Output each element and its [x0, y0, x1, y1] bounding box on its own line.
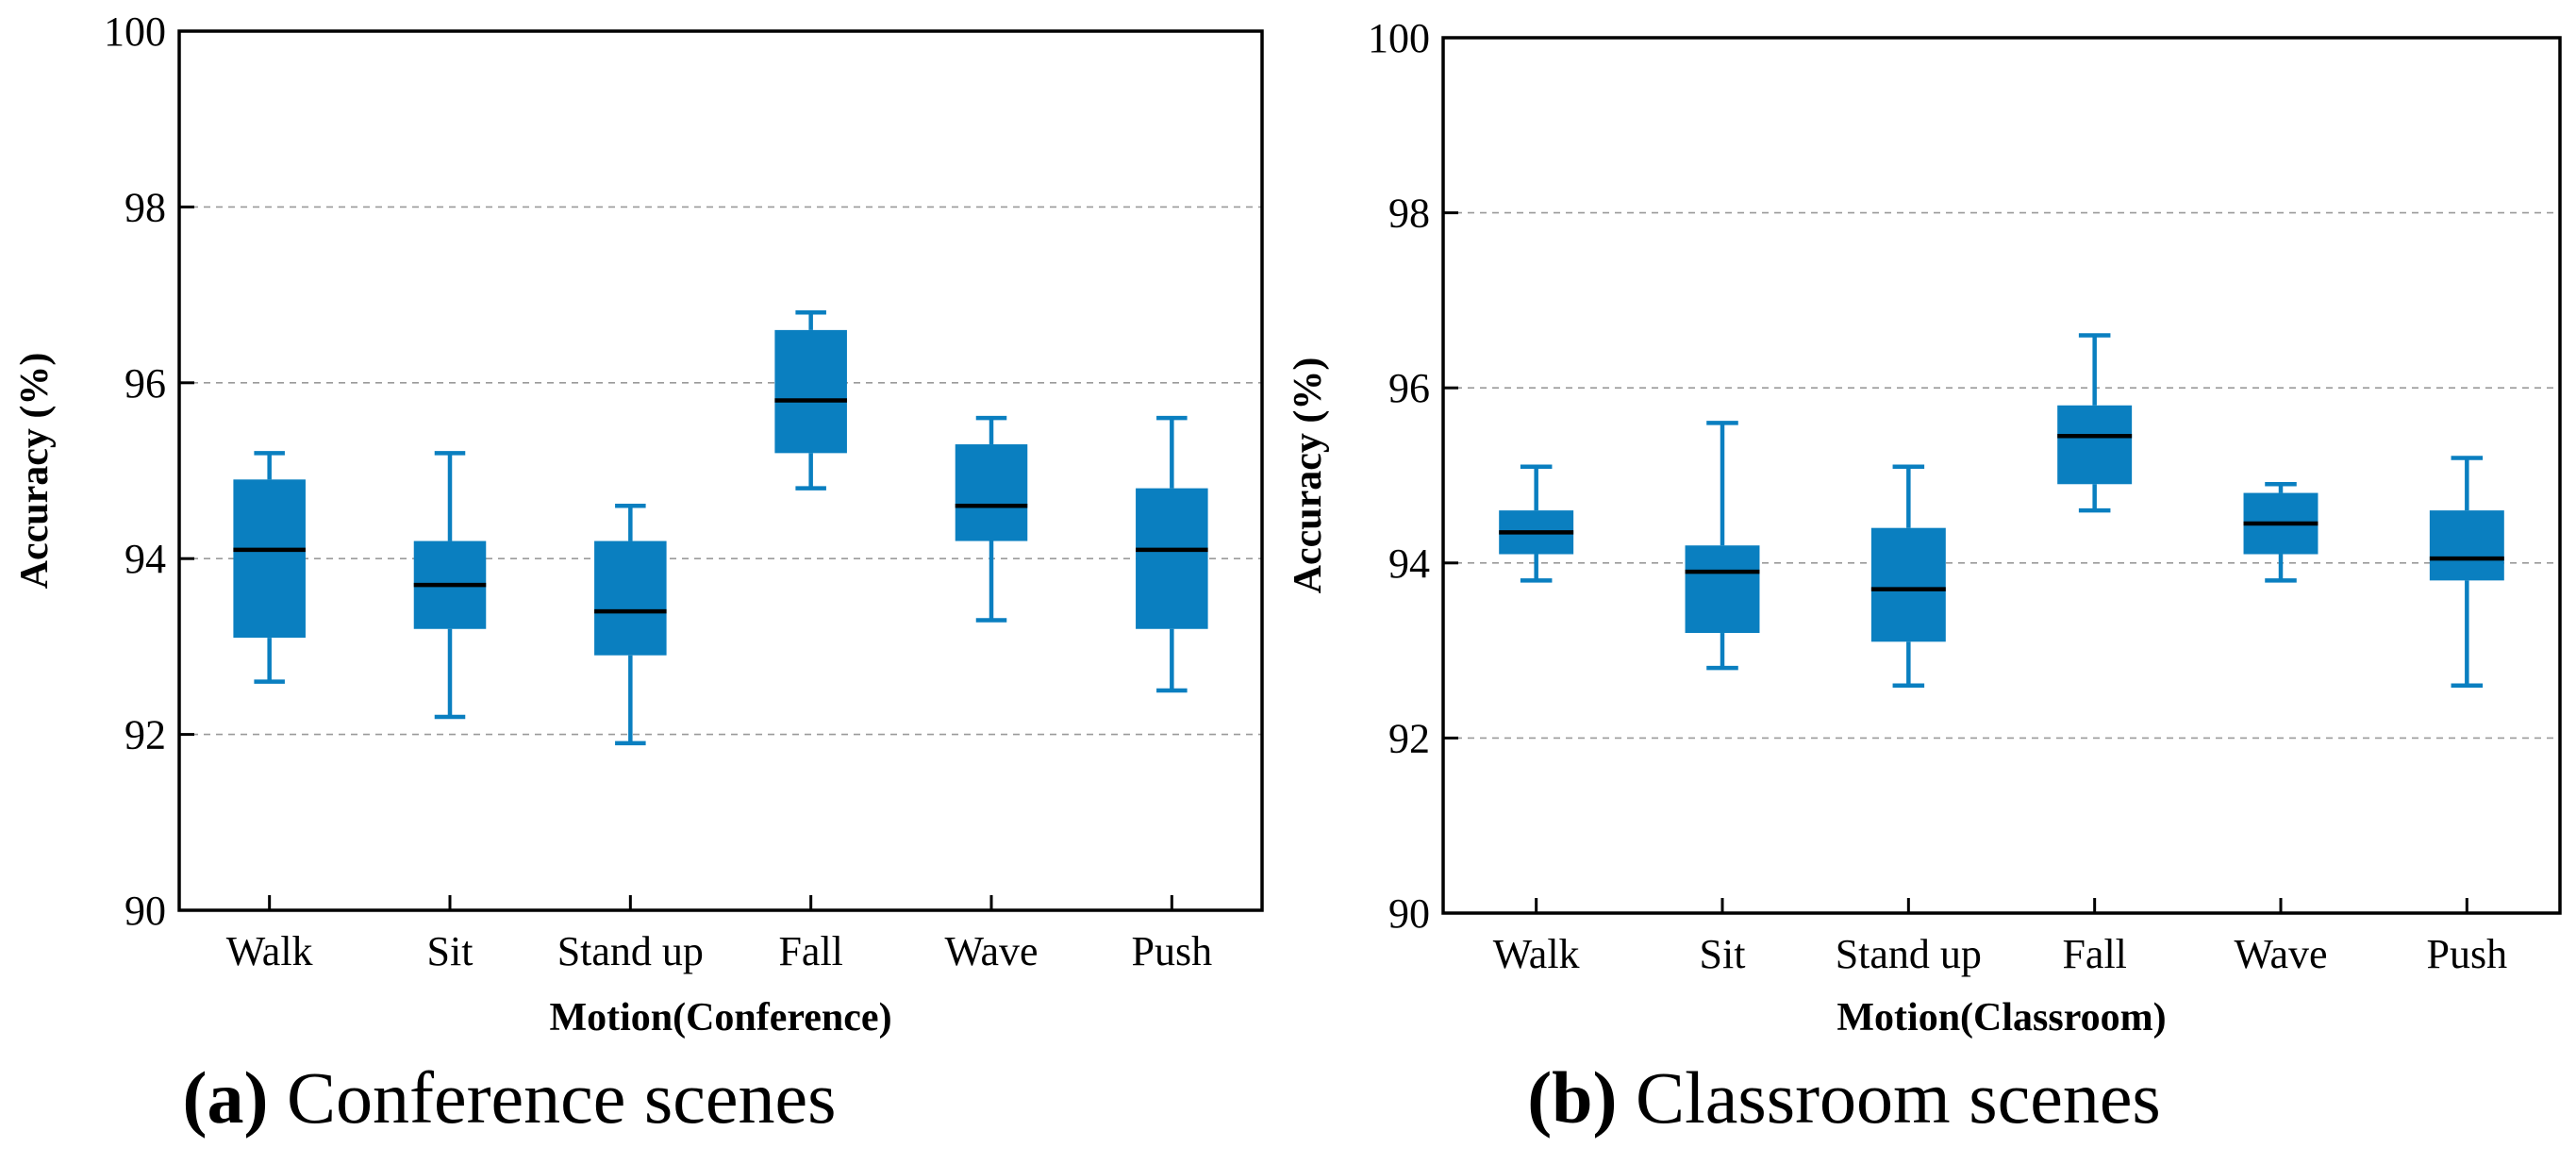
p1-y-tick-label-100: 100 — [1368, 15, 1430, 61]
p0-plot-frame — [177, 29, 1264, 912]
p0-y-tick-label-92: 92 — [125, 712, 166, 758]
p0-x-tick-label-push: Push — [1132, 928, 1213, 974]
caption-classroom-letter: (b) — [1527, 1056, 1617, 1139]
p1-x-tick-label-stand-up: Stand up — [1836, 931, 1982, 977]
p1-y-tick-label-94: 94 — [1388, 540, 1430, 587]
caption-conference-letter: (a) — [183, 1056, 269, 1139]
p0-x-tick-label-stand-up: Stand up — [557, 928, 704, 974]
p1-x-axis-label: Motion(Classroom) — [1836, 996, 2166, 1039]
caption-classroom: (b) Classroom scenes — [1527, 1056, 2161, 1139]
p0-y-tick-label-96: 96 — [125, 360, 166, 407]
p0-box-wave — [955, 444, 1028, 541]
p0-x-axis-label: Motion(Conference) — [549, 996, 891, 1039]
p1-x-tick-label-wave: Wave — [2234, 931, 2327, 977]
p1-x-tick-label-push: Push — [2427, 931, 2508, 977]
p1-x-tick-label-sit: Sit — [1700, 931, 1746, 977]
p1-y-tick-label-96: 96 — [1388, 365, 1430, 411]
p1-box-fall — [2057, 405, 2133, 485]
p0-y-tick-label-98: 98 — [125, 184, 166, 230]
p0-x-tick-label-sit: Sit — [427, 928, 474, 974]
p0-y-tick-label-100: 100 — [104, 8, 166, 55]
p1-plot-frame — [1441, 36, 2562, 915]
p0-x-tick-label-fall: Fall — [778, 928, 842, 974]
panel-classroom: 90 92 94 96 98 100 Walk Sit Stand up Fall Wave Push… — [1287, 15, 2562, 1039]
p0-box-push — [1136, 488, 1208, 629]
p0-box-fall — [774, 329, 847, 454]
caption-conference: (a) Conference scenes — [183, 1056, 837, 1139]
p0-x-tick-label-wave: Wave — [944, 928, 1038, 974]
p0-box-stand-up — [594, 540, 667, 656]
p0-y-tick-label-90: 90 — [125, 888, 166, 934]
p1-box-push — [2429, 510, 2504, 581]
p0-y-axis-label: Accuracy (%) — [13, 353, 57, 590]
p0-x-tick-label-walk: Walk — [226, 928, 313, 974]
p1-x-tick-label-walk: Walk — [1493, 931, 1580, 977]
panel-conference: 90 92 94 96 98 100 Walk Sit Stand up Fall Wave Push… — [13, 8, 1264, 1039]
p1-y-tick-label-98: 98 — [1388, 191, 1430, 237]
p0-box-walk — [233, 479, 306, 639]
p1-y-tick-label-90: 90 — [1388, 890, 1430, 937]
p1-x-tick-label-fall: Fall — [2062, 931, 2126, 977]
caption-conference-text: Conference scenes — [268, 1056, 836, 1139]
p1-box-stand-up — [1870, 527, 1946, 642]
p0-y-tick-label-94: 94 — [125, 536, 166, 582]
p1-y-axis-label: Accuracy (%) — [1287, 358, 1330, 594]
p1-box-sit — [1685, 545, 1760, 634]
p1-y-tick-label-92: 92 — [1388, 715, 1430, 761]
caption-classroom-text: Classroom scenes — [1618, 1056, 2161, 1139]
